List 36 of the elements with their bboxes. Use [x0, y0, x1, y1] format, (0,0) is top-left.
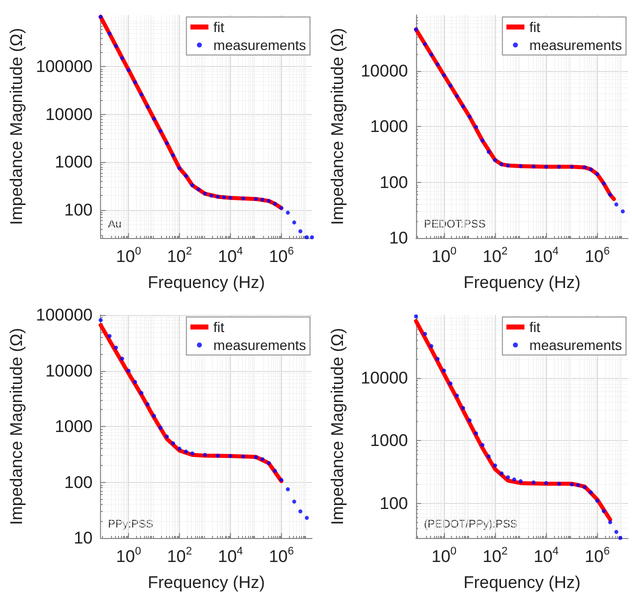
legend-label: fit — [529, 319, 540, 335]
y-tick-label: 1000 — [370, 431, 408, 450]
y-tick-label: 100000 — [36, 57, 93, 76]
y-tick-label: 1000 — [370, 117, 408, 136]
legend-label: measurements — [213, 37, 306, 53]
y-tick-label: 10000 — [360, 368, 408, 388]
x-axis-title: Frequency (Hz) — [148, 573, 265, 592]
legend-label: fit — [213, 19, 224, 35]
y-tick-label: 100 — [380, 172, 408, 192]
annotation: PPy:PSS — [108, 518, 154, 530]
y-axis-title: Impedance Magnitude (Ω) — [328, 28, 347, 225]
legend-label: measurements — [529, 37, 622, 53]
y-tick-label: 10000 — [45, 361, 93, 380]
legend-label: measurements — [529, 337, 622, 353]
y-tick-label: 100 — [64, 472, 93, 492]
y-axis-title: Impedance Magnitude (Ω) — [7, 28, 26, 225]
y-tick-label: 10 — [74, 528, 93, 548]
x-axis-title: Frequency (Hz) — [463, 273, 581, 292]
y-tick-label: 1000 — [54, 417, 93, 436]
legend-label: measurements — [213, 337, 306, 353]
y-tick-label: 100 — [380, 494, 408, 513]
x-axis-title: Frequency (Hz) — [148, 273, 265, 292]
y-tick-label: 1000 — [54, 152, 93, 172]
y-tick-label: 100 — [64, 200, 93, 220]
annotation: Au — [108, 218, 122, 230]
y-tick-label: 10000 — [360, 61, 408, 80]
annotation: (PEDOT/PPy):PSS — [424, 518, 518, 530]
y-tick-label: 10000 — [45, 104, 93, 124]
y-tick-label: 10 — [389, 228, 408, 248]
y-tick-label: 100000 — [36, 306, 93, 324]
legend-label: fit — [213, 319, 224, 335]
y-axis-title: Impedance Magnitude (Ω) — [7, 328, 26, 525]
annotation: PEDOT:PSS — [424, 218, 486, 230]
x-axis-title: Frequency (Hz) — [463, 573, 581, 592]
y-axis-title: Impedance Magnitude (Ω) — [328, 328, 347, 525]
legend-label: fit — [529, 19, 540, 35]
